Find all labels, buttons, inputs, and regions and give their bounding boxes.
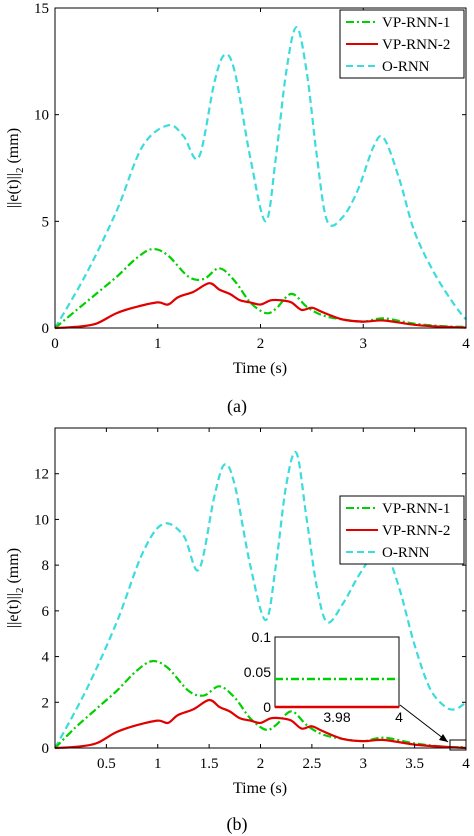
series-line-vp-rnn-2-b (54, 698, 467, 750)
y-tick-label-b: 8 (42, 558, 50, 574)
x-tick-label-b: 2.5 (303, 756, 322, 772)
y-tick-label-a: 10 (34, 108, 49, 124)
legend-label-vp-rnn-2-b: VP-RNN-2 (382, 523, 450, 539)
series-line-vp-rnn-2-a (54, 282, 467, 330)
legend-label-o-rnn-a: O-RNN (382, 59, 430, 75)
x-tick-label-a: 4 (462, 336, 470, 352)
legend-label-vp-rnn-1-b: VP-RNN-1 (382, 501, 450, 517)
inset-x-tick-label: 4 (395, 709, 403, 725)
y-tick-label-a: 5 (42, 214, 50, 230)
series-line-o-rnn-b (54, 450, 467, 749)
x-tick-label-b: 3 (360, 756, 368, 772)
y-tick-label-b: 2 (42, 695, 50, 711)
y-tick-label-b: 6 (42, 604, 50, 620)
x-tick-label-a: 1 (154, 336, 162, 352)
y-tick-label-b: 0 (42, 741, 50, 757)
x-tick-label-a: 3 (360, 336, 368, 352)
x-tick-label-b: 1.5 (200, 756, 219, 772)
inset-frame (274, 636, 400, 708)
y-axis-label-b: ||e(t)||2 (mm) (5, 548, 26, 628)
x-tick-label-b: 3.5 (405, 756, 424, 772)
x-tick-label-a: 0 (51, 336, 59, 352)
legend-label-vp-rnn-1-a: VP-RNN-1 (382, 15, 450, 31)
y-tick-label-a: 0 (42, 321, 50, 337)
inset-y-tick-label: 0.05 (244, 664, 271, 680)
series-line-vp-rnn-1-a (54, 247, 467, 329)
legend-label-vp-rnn-2-a: VP-RNN-2 (382, 37, 450, 53)
panel-b: 0.5 1 1.5 2 2.5 3 3.5 4 0 2 4 6 8 10 12 Time (s) ||e(t… (5, 427, 470, 835)
series-line-o-rnn-a (54, 26, 467, 329)
y-tick-label-b: 12 (34, 467, 49, 483)
y-axis-label-a: ||e(t)||2 (mm) (5, 128, 26, 208)
inset-x-tick-label: 3.98 (323, 709, 350, 725)
x-tick-label-b: 1 (154, 756, 162, 772)
inset-y-tick-label: 0.1 (252, 629, 272, 645)
inset-b: 0 0.05 0.1 3.98 4 (244, 629, 403, 725)
caption-b: (b) (227, 814, 248, 835)
x-axis-label-b: Time (s) (233, 780, 287, 797)
x-tick-label-b: 0.5 (97, 756, 116, 772)
panel-a: 0 1 2 3 4 0 5 10 15 Time (s) ||e(t)||2 (mm) VP-R… (5, 1, 470, 417)
x-tick-label-b: 4 (462, 756, 470, 772)
zoom-arrow (399, 704, 449, 743)
zoom-region-box (449, 739, 467, 751)
legend-label-o-rnn-b: O-RNN (382, 545, 430, 561)
y-tick-label-a: 15 (34, 1, 49, 17)
legend-a: VP-RNN-1 VP-RNN-2 O-RNN (339, 9, 465, 79)
zoom-arrow-head (439, 734, 448, 742)
x-tick-label-a: 2 (257, 336, 265, 352)
y-tick-label-b: 10 (34, 512, 49, 528)
x-tick-label-b: 2 (257, 756, 265, 772)
inset-y-tick-label: 0 (263, 699, 271, 715)
x-axis-label-a: Time (s) (233, 360, 287, 377)
caption-a: (a) (227, 396, 247, 417)
series-line-vp-rnn-1-b (54, 659, 467, 749)
legend-b: VP-RNN-1 VP-RNN-2 O-RNN (339, 495, 465, 565)
y-tick-label-b: 4 (42, 650, 50, 666)
plot-frame-b (54, 427, 467, 749)
